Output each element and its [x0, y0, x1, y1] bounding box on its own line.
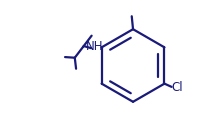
Text: NH: NH [86, 40, 104, 53]
Text: Cl: Cl [172, 81, 183, 94]
